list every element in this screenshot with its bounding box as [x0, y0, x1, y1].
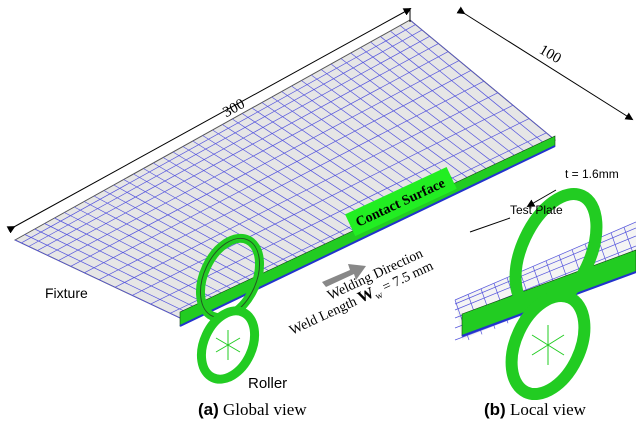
caption-tag: (b) — [484, 400, 506, 419]
caption-b: (b) Local view — [484, 400, 587, 419]
caption-a: (a) Global view — [198, 400, 307, 419]
thickness-label: t = 1.6mm — [565, 167, 619, 181]
weld-length-prefix: Weld Length — [287, 294, 359, 338]
dim-width: 100 — [536, 42, 563, 67]
fixture-label: Fixture — [45, 285, 88, 301]
test-plate-label: Test Plate — [510, 203, 563, 217]
leader — [470, 218, 510, 232]
figure: 300 100 Contact Surface Welding Directio… — [0, 0, 636, 436]
caption-text: Global view — [223, 400, 307, 419]
page: {"dimensions":{"length":"300","width":"1… — [0, 0, 636, 436]
caption-text: Local view — [510, 400, 587, 419]
caption-tag: (a) — [198, 400, 219, 419]
roller-label: Roller — [248, 375, 287, 392]
